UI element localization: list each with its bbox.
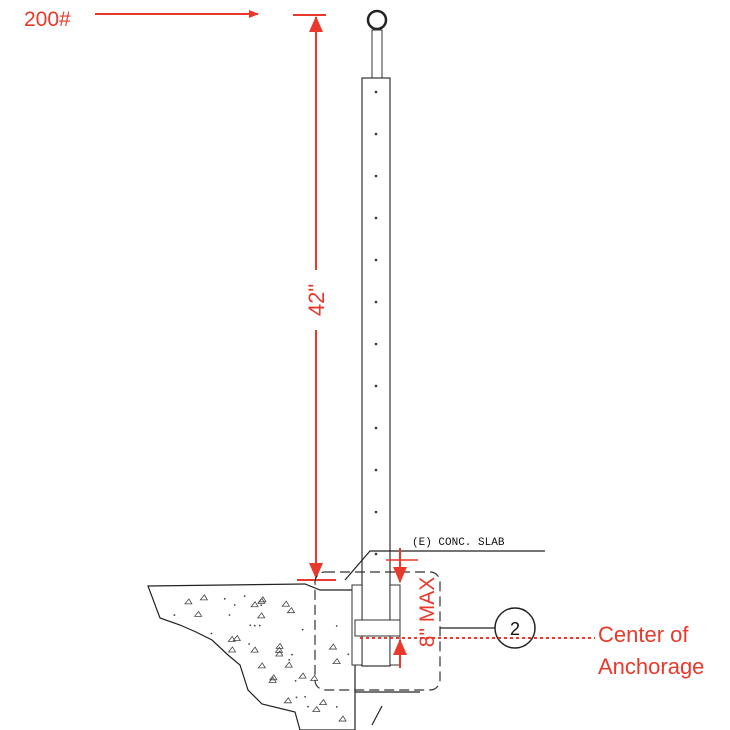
post-hole [374, 258, 378, 262]
aggregate [284, 661, 293, 668]
aggregate-dot [228, 614, 231, 616]
post-hole [374, 342, 378, 346]
aggregate [193, 610, 203, 617]
post-hole [374, 216, 378, 220]
aggregate [184, 598, 193, 605]
aggregate-dot [288, 658, 291, 661]
aggregate [286, 606, 296, 614]
aggregate [199, 594, 209, 601]
aggregate [298, 672, 307, 679]
aggregate [281, 600, 291, 607]
max-label: 8" MAX [416, 577, 439, 647]
aggregate-dot [223, 597, 226, 600]
aggregate-dot [260, 604, 263, 607]
aggregate-dot [291, 653, 293, 656]
aggregate [232, 634, 242, 641]
center-label-2: Anchorage [598, 654, 704, 679]
aggregate [227, 635, 236, 642]
aggregate-dot [335, 625, 338, 627]
aggregate-dot [173, 614, 176, 616]
aggregate-dot [248, 643, 251, 645]
aggregate [332, 657, 341, 665]
aggregate [311, 705, 321, 712]
eye-bolt [366, 9, 388, 31]
post-holes [374, 90, 378, 556]
post-hole [374, 384, 378, 388]
slab-line [344, 550, 545, 581]
aggregate-dot [304, 695, 307, 698]
aggregate [250, 601, 259, 608]
post-hole [374, 90, 378, 94]
aggregate [227, 646, 237, 653]
aggregate [274, 650, 284, 657]
aggregate-dot [243, 595, 246, 597]
aggregate-dot [233, 604, 236, 606]
concrete [147, 583, 356, 730]
aggregate-dot [347, 653, 350, 656]
aggregate-dot [294, 679, 297, 682]
detail-number: 2 [510, 619, 520, 639]
aggregate-dot [258, 624, 261, 627]
aggregate-dot [335, 705, 338, 708]
post-hole [374, 552, 378, 556]
aggregate-dot [253, 624, 256, 627]
post-hole [374, 174, 378, 178]
aggregate [257, 597, 266, 604]
bolt-stem [371, 29, 383, 79]
aggregate [318, 698, 328, 706]
post [361, 77, 391, 667]
aggregate [250, 646, 259, 653]
post-hole [374, 426, 378, 430]
aggregate-dot [249, 624, 252, 627]
aggregate [309, 674, 319, 681]
aggregate [269, 674, 278, 681]
anchor-boundary [314, 571, 441, 691]
slab-label: (E) CONC. SLAB [412, 537, 505, 549]
aggregate-dot [210, 632, 213, 635]
aggregate [338, 715, 347, 722]
load-label: 200# [24, 8, 71, 31]
post-hole [374, 510, 378, 514]
aggregate-dot [301, 628, 304, 631]
concrete-hatch [173, 594, 350, 722]
aggregate [328, 643, 338, 650]
post-hole [374, 468, 378, 472]
center-label-1: Center of [598, 622, 689, 647]
aggregate [283, 697, 293, 704]
soil-leader [371, 705, 383, 726]
aggregate-dot [307, 705, 309, 708]
height-label: 42" [304, 284, 329, 316]
post-hole [374, 132, 378, 136]
aggregate-dot [295, 696, 298, 699]
post-hole [374, 300, 378, 304]
clamp [354, 619, 401, 637]
aggregate [256, 612, 266, 619]
aggregate [275, 642, 284, 649]
aggregate [257, 662, 266, 669]
